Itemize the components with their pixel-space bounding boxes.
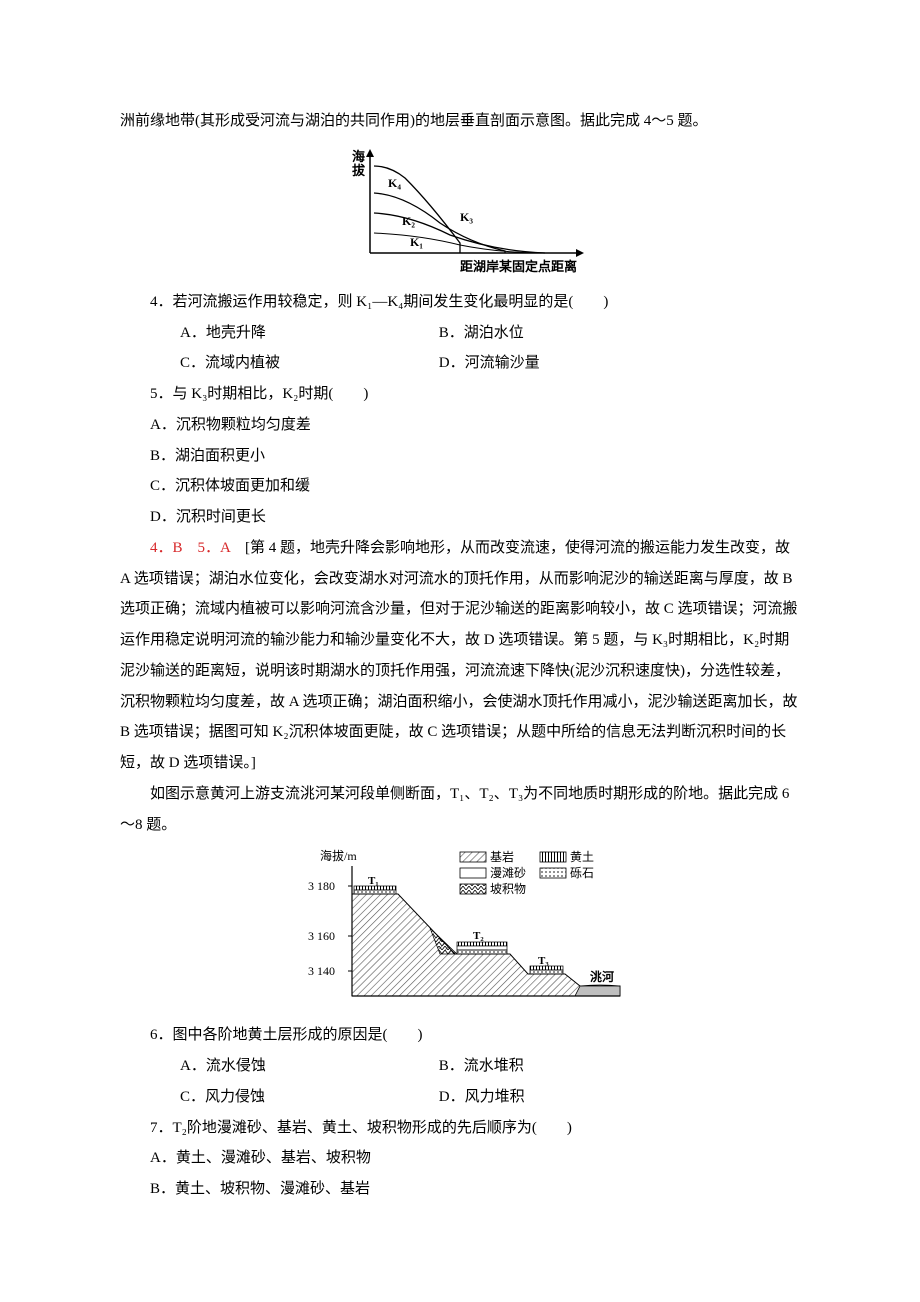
svg-text:洮河: 洮河 bbox=[590, 969, 614, 984]
svg-text:T₁: T₁ bbox=[368, 875, 379, 887]
svg-text:基岩: 基岩 bbox=[490, 849, 514, 864]
svg-text:T₂: T₂ bbox=[473, 930, 484, 942]
answer-4-5: 4．B 5．A [第 4 题，地壳升降会影响地形，从而改变流速，使得河流的搬运能… bbox=[120, 533, 800, 779]
q5-opt-d: D．沉积时间更长 bbox=[120, 502, 800, 533]
svg-text:T₃: T₃ bbox=[538, 955, 549, 967]
figure-2: 海拔/m 3 180 3 160 3 140 T₁ T₂ T₃ bbox=[120, 846, 800, 1016]
figure-1: 海 拔 K₄ K₃ K₂ K₁ 距湖岸某固定点距离 bbox=[120, 143, 800, 283]
q6-opt-c: C．风力侵蚀 bbox=[150, 1082, 405, 1113]
svg-text:海拔/m: 海拔/m bbox=[320, 848, 357, 863]
q6-opt-b: B．流水堆积 bbox=[409, 1051, 524, 1082]
q6-row2: C．风力侵蚀 D．风力堆积 bbox=[120, 1082, 800, 1113]
svg-text:海: 海 bbox=[352, 149, 365, 164]
svg-text:漫滩砂: 漫滩砂 bbox=[490, 866, 526, 880]
svg-text:坡积物: 坡积物 bbox=[490, 882, 526, 896]
q4-opt-c: C．流域内植被 bbox=[150, 348, 405, 379]
q7-opt-a: A．黄土、漫滩砂、基岩、坡积物 bbox=[120, 1143, 800, 1174]
q6-opt-a: A．流水侵蚀 bbox=[150, 1051, 405, 1082]
svg-text:K₄: K₄ bbox=[388, 176, 401, 190]
svg-text:3 140: 3 140 bbox=[308, 964, 335, 978]
svg-text:K₃: K₃ bbox=[460, 210, 473, 224]
q5-opt-b: B．湖泊面积更小 bbox=[120, 441, 800, 472]
q5-stem: 5．与 K₃时期相比，K₂时期( ) bbox=[120, 379, 800, 410]
answer-45-body: [第 4 题，地壳升降会影响地形，从而改变流速，使得河流的搬运能力发生改变，故 … bbox=[120, 540, 798, 771]
svg-text:K₁: K₁ bbox=[410, 235, 423, 249]
q4-row2: C．流域内植被 D．河流输沙量 bbox=[120, 348, 800, 379]
svg-text:K₂: K₂ bbox=[402, 214, 415, 228]
context-line: 洲前缘地带(其形成受河流与湖泊的共同作用)的地层垂直剖面示意图。据此完成 4～5… bbox=[120, 106, 800, 137]
q4-opt-b: B．湖泊水位 bbox=[409, 318, 524, 349]
svg-text:黄土: 黄土 bbox=[570, 850, 594, 864]
q6-opt-d: D．风力堆积 bbox=[409, 1082, 525, 1113]
q5-opt-a: A．沉积物颗粒均匀度差 bbox=[120, 410, 800, 441]
svg-text:砾石: 砾石 bbox=[570, 866, 594, 880]
q5-opt-c: C．沉积体坡面更加和缓 bbox=[120, 471, 800, 502]
q4-row1: A．地壳升降 B．湖泊水位 bbox=[120, 318, 800, 349]
q4-stem: 4．若河流搬运作用较稳定，则 K₁—K₄期间发生变化最明显的是( ) bbox=[120, 287, 800, 318]
q7-stem: 7．T₂阶地漫滩砂、基岩、黄土、坡积物形成的先后顺序为( ) bbox=[120, 1113, 800, 1144]
answer-45-head: 4．B 5．A bbox=[150, 540, 230, 556]
q4-opt-d: D．河流输沙量 bbox=[409, 348, 540, 379]
svg-text:拔: 拔 bbox=[352, 163, 366, 178]
svg-text:距湖岸某固定点距离: 距湖岸某固定点距离 bbox=[460, 259, 577, 274]
svg-text:3 180: 3 180 bbox=[308, 879, 335, 893]
svg-text:3 160: 3 160 bbox=[308, 929, 335, 943]
q6-stem: 6．图中各阶地黄土层形成的原因是( ) bbox=[120, 1020, 800, 1051]
intro-6-8: 如图示意黄河上游支流洮河某河段单侧断面，T₁、T₂、T₃为不同地质时期形成的阶地… bbox=[120, 779, 800, 841]
q4-opt-a: A．地壳升降 bbox=[150, 318, 405, 349]
q7-opt-b: B．黄土、坡积物、漫滩砂、基岩 bbox=[120, 1174, 800, 1205]
q6-row1: A．流水侵蚀 B．流水堆积 bbox=[120, 1051, 800, 1082]
